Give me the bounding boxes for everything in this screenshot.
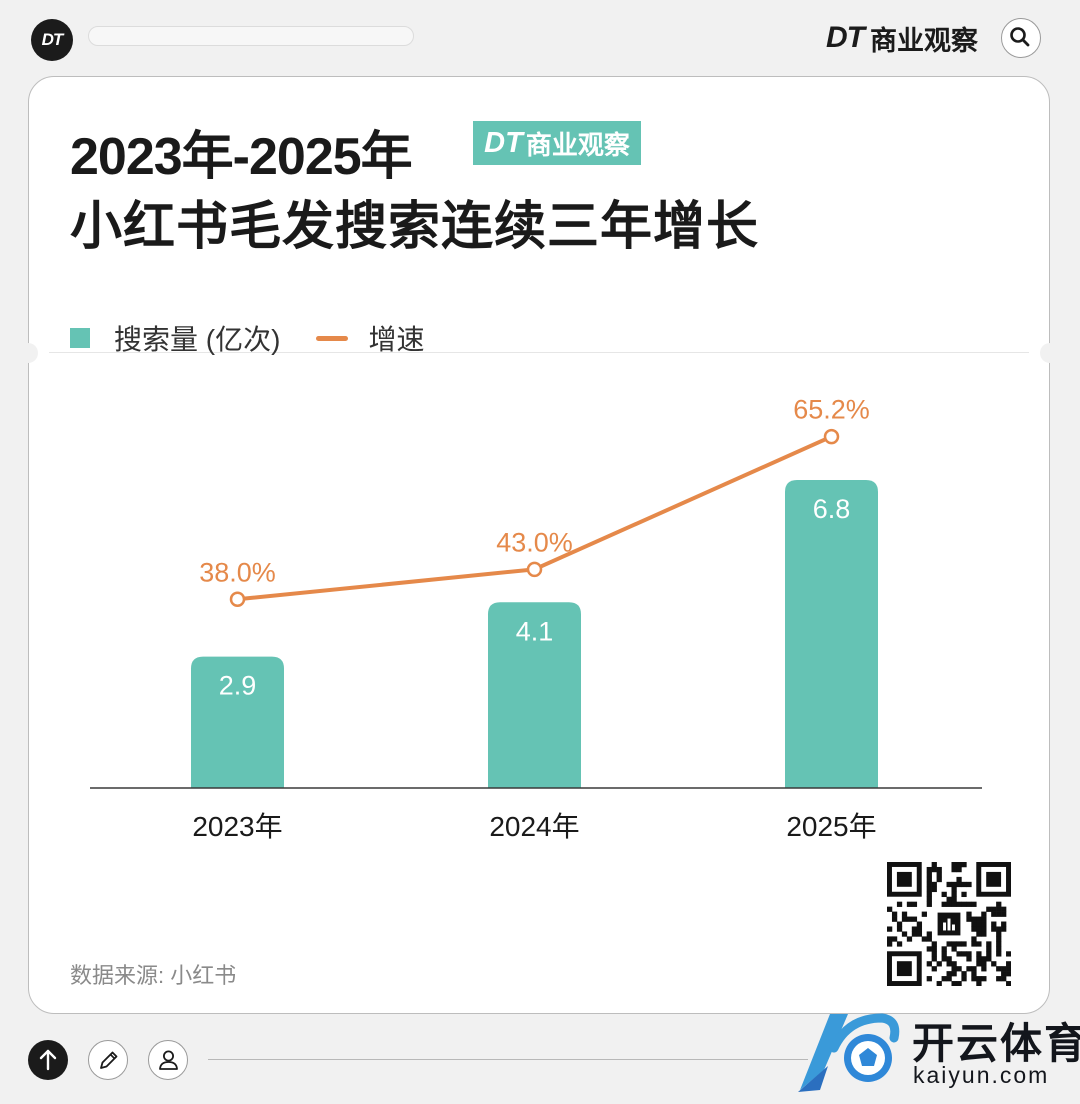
x-tick-label: 2025年: [786, 811, 876, 842]
pencil-icon: [99, 1051, 117, 1069]
title-brand-badge: DT 商业观察: [473, 121, 641, 165]
user-icon: [158, 1049, 178, 1070]
dt-logo[interactable]: DT: [31, 19, 73, 61]
bar: [191, 656, 284, 788]
x-tick-label: 2024年: [489, 811, 579, 842]
card-notch-right: [1040, 343, 1060, 363]
badge-name: 商业观察: [525, 129, 630, 160]
top-bar: DT DT 商业观察: [0, 0, 1080, 78]
chart-title-line2: 小红书毛发搜索连续三年增长: [70, 198, 760, 256]
growth-value-label: 43.0%: [496, 527, 573, 557]
bar-value-label: 6.8: [813, 494, 851, 524]
profile-button[interactable]: [148, 1040, 188, 1080]
chart-title-line1: 2023年-2025年: [70, 128, 413, 186]
growth-point: [229, 591, 246, 608]
bar-value-label: 4.1: [516, 616, 554, 646]
qr-code[interactable]: [887, 862, 1011, 986]
edit-button[interactable]: [88, 1040, 128, 1080]
legend-label-bar: 搜索量 (亿次): [114, 324, 281, 355]
badge-dt: DT: [484, 126, 523, 159]
card-notch-left: [18, 343, 38, 363]
data-source: 数据来源: 小红书: [70, 963, 237, 988]
arrow-up-icon: [39, 1049, 57, 1071]
legend-swatch-line: [316, 335, 349, 341]
bar: [785, 479, 878, 788]
chart-card: [18, 76, 1060, 1014]
card-divider: [49, 352, 1029, 353]
bottom-divider: [208, 1059, 808, 1060]
search-button[interactable]: [1001, 18, 1041, 58]
legend-label-line: 增速: [368, 324, 425, 355]
brand-title: DT 商业观察: [826, 18, 978, 58]
kaiyun-logo-icon: [798, 1013, 900, 1092]
search-bar[interactable]: [88, 26, 414, 46]
brand-dt: DT: [826, 21, 865, 54]
bar-value-label: 2.9: [219, 671, 257, 701]
brand-name: 商业观察: [870, 25, 978, 56]
growth-point: [823, 428, 840, 445]
dt-logo-text: DT: [41, 30, 64, 49]
x-tick-label: 2023年: [192, 811, 282, 842]
kaiyun-url: kaiyun.com: [913, 1062, 1050, 1088]
legend-swatch-bar: [70, 328, 90, 348]
growth-value-label: 65.2%: [793, 395, 870, 425]
search-icon: [1010, 27, 1030, 47]
kaiyun-name: 开云体育: [912, 1020, 1080, 1067]
growth-point: [526, 561, 543, 578]
bar: [488, 602, 581, 788]
chart-legend: 搜索量 (亿次) 增速: [70, 318, 424, 358]
scroll-top-button[interactable]: [28, 1040, 68, 1080]
growth-value-label: 38.0%: [199, 557, 276, 587]
